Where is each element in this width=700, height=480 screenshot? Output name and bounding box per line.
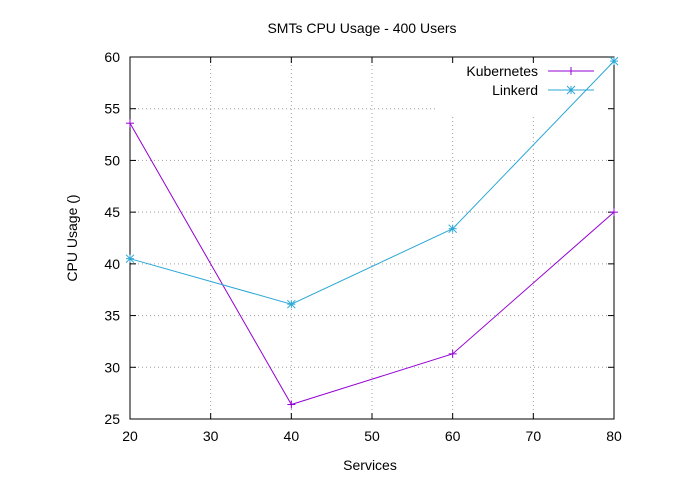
x-axis-label: Services: [343, 457, 397, 473]
grid-layer: [130, 57, 614, 419]
y-tick-label: 30: [104, 359, 120, 375]
x-tick-label: 20: [122, 428, 138, 444]
x-tick-label: 80: [606, 428, 622, 444]
data-point: [287, 400, 296, 409]
data-point: [610, 208, 618, 217]
series-kubernetes: [126, 119, 618, 409]
data-point: [567, 67, 575, 75]
x-tick-label: 50: [364, 428, 380, 444]
legend: Kubernetes Linkerd: [466, 63, 594, 98]
x-tick-label: 60: [445, 428, 461, 444]
y-tick-label: 55: [104, 101, 120, 117]
legend-item-kubernetes: Kubernetes: [466, 63, 594, 79]
data-point: [566, 85, 576, 95]
y-tick-label: 35: [104, 308, 120, 324]
data-point: [286, 299, 296, 309]
legend-label: Kubernetes: [466, 63, 538, 79]
y-axis-label: CPU Usage (): [64, 194, 80, 281]
data-point: [126, 119, 134, 128]
data-point: [125, 254, 135, 264]
y-tick-label: 40: [104, 256, 120, 272]
series-linkerd: [125, 56, 619, 309]
legend-label: Linkerd: [492, 82, 538, 98]
data-point: [609, 56, 619, 66]
legend-item-linkerd: Linkerd: [492, 82, 594, 98]
data-point: [448, 224, 458, 234]
series-line: [129, 60, 615, 305]
x-tick-label: 70: [526, 428, 542, 444]
series-line: [129, 122, 615, 406]
data-point: [448, 349, 457, 358]
y-tick-label: 50: [104, 152, 120, 168]
y-tick-label: 60: [104, 49, 120, 65]
series-layer: [125, 56, 619, 409]
x-tick-label: 40: [284, 428, 300, 444]
y-tick-label: 25: [104, 411, 120, 427]
chart-title: SMTs CPU Usage - 400 Users: [267, 20, 456, 36]
x-tick-label: 30: [203, 428, 219, 444]
y-tick-label: 45: [104, 204, 120, 220]
tick-layer: 20 30 40 50 60 70 80 25 30 35 40 45 50 55 60: [104, 49, 622, 444]
